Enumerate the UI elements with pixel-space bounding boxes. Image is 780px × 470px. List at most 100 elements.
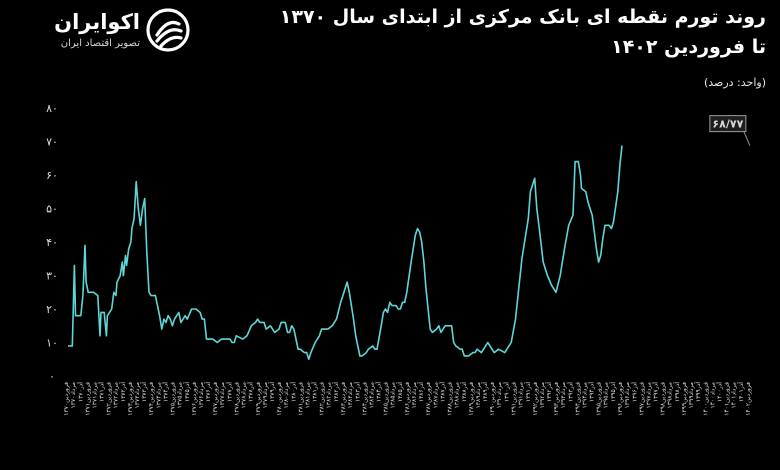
x-tick-label: فروردین۱۳۹۲ xyxy=(532,382,539,416)
x-tick-label: مرداد۱۳۷۸ xyxy=(240,382,247,408)
x-tick-label: مرداد۱۳۷۶ xyxy=(198,382,205,408)
x-tick-label: فروردین۱۳۷۱ xyxy=(84,382,91,416)
x-tick-label: مرداد۱۳۷۳ xyxy=(134,382,141,408)
x-tick-label: آذر۱۳۸۶ xyxy=(416,382,425,402)
x-tick-label: مرداد۱۳۹۸ xyxy=(667,382,674,408)
x-tick-label: فروردین۱۳۷۰ xyxy=(63,382,70,416)
x-tick-label: فروردین۱۳۹۳ xyxy=(553,382,560,416)
y-tick-label: ۳۰ xyxy=(46,270,58,283)
x-tick-label: آذر۱۳۷۹ xyxy=(267,382,276,402)
x-tick-label: آذر۱۳۸۳ xyxy=(352,382,361,402)
x-tick-label: آذر۱۳۹۷ xyxy=(651,382,660,402)
x-tick-label: آذر۱۳۸۴ xyxy=(374,382,383,402)
ecoiran-swirl-logo-icon xyxy=(146,8,190,52)
x-tick-label: مرداد۱۳۸۴ xyxy=(368,382,375,408)
y-tick-label: ۲۰ xyxy=(46,303,58,316)
x-tick-label: مرداد۱۳۸۳ xyxy=(347,382,354,408)
x-tick-label: مرداد۱۳۸۶ xyxy=(411,382,418,408)
x-tick-label: مرداد۱۳۸۸ xyxy=(454,382,461,408)
x-tick-label: مرداد۱۳۸۹ xyxy=(475,382,482,408)
x-tick-label: مرداد۱۳۷۲ xyxy=(113,382,120,408)
x-tick-label: مرداد۱۳۷۷ xyxy=(219,382,226,408)
x-tick-label: فروردین۱۳۷۳ xyxy=(127,382,134,416)
x-tick-label: آذر۱۳۹۰ xyxy=(501,382,510,402)
x-tick-label: فروردین۱۳۹۷ xyxy=(638,382,645,416)
x-tick-label: آذر۱۳۷۰ xyxy=(75,382,84,402)
x-tick-label: فروردین۱۳۷۶ xyxy=(191,382,198,416)
x-tick-label: آذر۱۳۷۵ xyxy=(182,382,191,402)
x-tick-label: فروردین۱۳۷۴ xyxy=(148,382,155,416)
x-tick-label: آذر۱۳۸۵ xyxy=(395,382,404,402)
x-tick-label: آذر۱۳۸۱ xyxy=(310,382,319,402)
x-tick-label: مرداد۱۳۸۰ xyxy=(283,382,290,408)
x-tick-label: فروردین۱۳۸۵ xyxy=(383,382,390,416)
x-tick-label: آذر۱۳۷۶ xyxy=(203,382,212,402)
inflation-line xyxy=(68,145,623,361)
x-tick-label: مرداد۱۳۸۵ xyxy=(390,382,397,408)
x-tick-label: آذر۱۳۹۵ xyxy=(608,382,617,402)
y-tick-label: ۵۰ xyxy=(46,203,58,216)
x-tick-label: مرداد۱۳۹۰ xyxy=(496,382,503,408)
x-tick-label: مرداد۱۴۰۰ xyxy=(709,382,716,408)
x-tick-label: فروردین۱۳۸۰ xyxy=(276,382,283,416)
x-tick-label: آذر۱۳۹۲ xyxy=(544,382,553,402)
x-tick-label: آذر۱۳۷۸ xyxy=(246,382,255,402)
chart-title-line2: تا فروردین ۱۴۰۲ xyxy=(611,36,766,58)
x-tick-label: مرداد۱۳۹۱ xyxy=(518,382,525,408)
x-tick-label: فروردین۱۳۹۹ xyxy=(681,382,688,416)
x-tick-label: آذر۱۳۸۷ xyxy=(438,382,447,402)
x-tick-label: مرداد۱۳۷۵ xyxy=(177,382,184,408)
x-tick-label: مرداد۱۳۷۰ xyxy=(70,382,77,408)
x-tick-label: فروردین۱۳۹۰ xyxy=(489,382,496,416)
x-tick-label: فروردین۱۳۸۳ xyxy=(340,382,347,416)
x-tick-label: مرداد۱۳۹۷ xyxy=(645,382,652,408)
x-tick-label: آذر۱۳۹۶ xyxy=(629,382,638,402)
y-tick-label: ۶۰ xyxy=(46,169,58,182)
x-tick-label: فروردین۱۴۰۱ xyxy=(724,382,731,416)
x-tick-label: فروردین۱۳۹۱ xyxy=(510,382,517,416)
unit-label: (واحد: درصد) xyxy=(703,76,766,89)
brand-name: اکوایران xyxy=(54,10,140,34)
x-tick-label: آذر۱۳۹۴ xyxy=(587,382,596,402)
x-tick-label: فروردین۱۳۸۸ xyxy=(447,382,454,416)
x-tick-label: آذر۱۳۹۱ xyxy=(523,382,532,402)
x-tick-label: مرداد۱۳۸۲ xyxy=(326,382,333,408)
y-tick-label: ۸۰ xyxy=(46,102,58,115)
x-tick-label: فروردین۱۳۷۹ xyxy=(255,382,262,416)
x-tick-label: آذر۱۳۸۸ xyxy=(459,382,468,402)
brand-tagline: تصویر اقتصاد ایران xyxy=(60,38,140,49)
callout-value: ۶۸/۷۷ xyxy=(712,118,743,131)
callout-leader xyxy=(743,131,751,146)
x-tick-label: آذر۱۳۸۰ xyxy=(288,382,297,402)
x-tick-label: فروردین۱۳۹۴ xyxy=(574,382,581,416)
x-tick-label: فروردین۱۳۸۶ xyxy=(404,382,411,416)
x-tick-label: فروردین۱۳۹۵ xyxy=(596,382,603,416)
x-tick-label: آذر۱۳۸۲ xyxy=(331,382,340,402)
x-tick-label: فروردین۱۳۷۸ xyxy=(233,382,240,416)
x-tick-label: فروردین۱۳۷۲ xyxy=(106,382,113,416)
x-tick-label: فروردین۱۳۸۹ xyxy=(468,382,475,416)
x-tick-label: آذر۱۳۹۸ xyxy=(672,382,681,402)
x-tick-label: فروردین۱۳۸۱ xyxy=(297,382,304,416)
x-tick-label: فروردین۱۳۸۷ xyxy=(425,382,432,416)
last-value-callout: ۶۸/۷۷ xyxy=(709,115,751,146)
callout-box xyxy=(709,115,747,133)
y-tick-label: ۰ xyxy=(49,370,55,383)
x-tick-label: فروردین۱۳۹۸ xyxy=(660,382,667,416)
x-tick-label: آذر۱۳۹۳ xyxy=(565,382,574,402)
x-tick-label: مرداد۱۳۷۱ xyxy=(91,382,98,408)
y-axis: ۰ ۱۰ ۲۰ ۳۰ ۴۰ ۵۰ ۶۰ ۷۰ ۸۰ xyxy=(46,102,58,383)
x-tick-label: مرداد۱۳۸۱ xyxy=(304,382,311,408)
x-tick-label: آذر۱۳۷۱ xyxy=(97,382,106,402)
x-tick-label: آذر۱۴۰۰ xyxy=(715,382,724,402)
x-tick-label: آذر۱۳۷۴ xyxy=(161,382,170,402)
x-tick-label: مرداد۱۳۹۵ xyxy=(603,382,610,408)
x-tick-label: مرداد۱۴۰۱ xyxy=(731,382,738,408)
x-tick-label: فروردین۱۳۷۷ xyxy=(212,382,219,416)
y-tick-label: ۷۰ xyxy=(46,136,58,149)
x-tick-label: مرداد۱۳۹۴ xyxy=(581,382,588,408)
x-tick-label: آذر۱۳۹۹ xyxy=(693,382,702,402)
x-tick-label: فروردین۱۳۷۵ xyxy=(170,382,177,416)
x-tick-label: آذر۱۴۰۱ xyxy=(736,382,745,402)
